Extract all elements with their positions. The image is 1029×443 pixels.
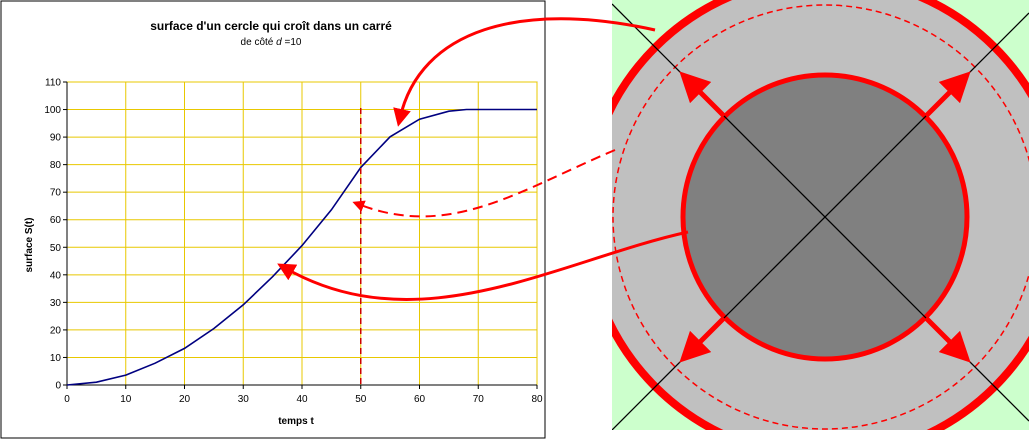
- connector-arrow-dashed: [352, 149, 616, 218]
- subtitle-suffix: =10: [282, 37, 302, 48]
- growth-arrow-top-left: [679, 71, 726, 118]
- chart-subtitle: de côté d =10: [241, 37, 302, 48]
- circle-in-square-illustration: [612, 0, 1029, 430]
- x-tick-label: 30: [238, 394, 250, 405]
- x-tick-label: 40: [296, 394, 308, 405]
- y-tick-label: 40: [50, 270, 62, 281]
- x-tick-label: 80: [531, 394, 543, 405]
- growth-arrow-top-right: [924, 71, 971, 118]
- y-tick-label: 50: [50, 243, 62, 254]
- surface-curve: [66, 108, 537, 386]
- y-tick-label: 110: [45, 78, 61, 89]
- x-axis-label: temps t: [278, 416, 314, 427]
- y-axis-label: surface S(t): [24, 217, 35, 272]
- subtitle-variable: d: [276, 37, 282, 48]
- x-tick-label: 20: [179, 394, 191, 405]
- chart-title: surface d'un cercle qui croît dans un ca…: [150, 19, 392, 33]
- series-layer: [66, 108, 537, 386]
- y-tick-label: 30: [50, 298, 62, 309]
- y-tick-label: 80: [50, 160, 62, 171]
- y-tick-label: 20: [50, 325, 62, 336]
- y-tick-label: 90: [50, 133, 62, 144]
- connector-arrow-outer: [393, 17, 656, 127]
- x-tick-label: 10: [120, 394, 132, 405]
- growth-arrow-bottom-left: [679, 316, 726, 363]
- subtitle-prefix: de côté: [241, 37, 277, 48]
- x-tick-label: 60: [414, 394, 426, 405]
- connector-arrow-inner: [277, 230, 689, 301]
- y-tick-label: 60: [50, 215, 62, 226]
- intermediate-circle-dashed: [612, 4, 1029, 430]
- y-tick-label: 10: [50, 353, 62, 364]
- y-tick-label: 70: [50, 188, 62, 199]
- x-axis-ticks: 0 10 20 30 40 50 60 70 80: [64, 385, 543, 405]
- x-tick-label: 70: [473, 394, 485, 405]
- x-tick-label: 0: [64, 394, 70, 405]
- x-tick-label: 50: [355, 394, 367, 405]
- growth-arrow-bottom-right: [924, 316, 971, 363]
- y-tick-label: 0: [55, 381, 61, 392]
- y-axis-ticks: 0 10 20 30 40 50 60 70 80 90 100 110: [44, 78, 67, 392]
- y-tick-label: 100: [44, 105, 61, 116]
